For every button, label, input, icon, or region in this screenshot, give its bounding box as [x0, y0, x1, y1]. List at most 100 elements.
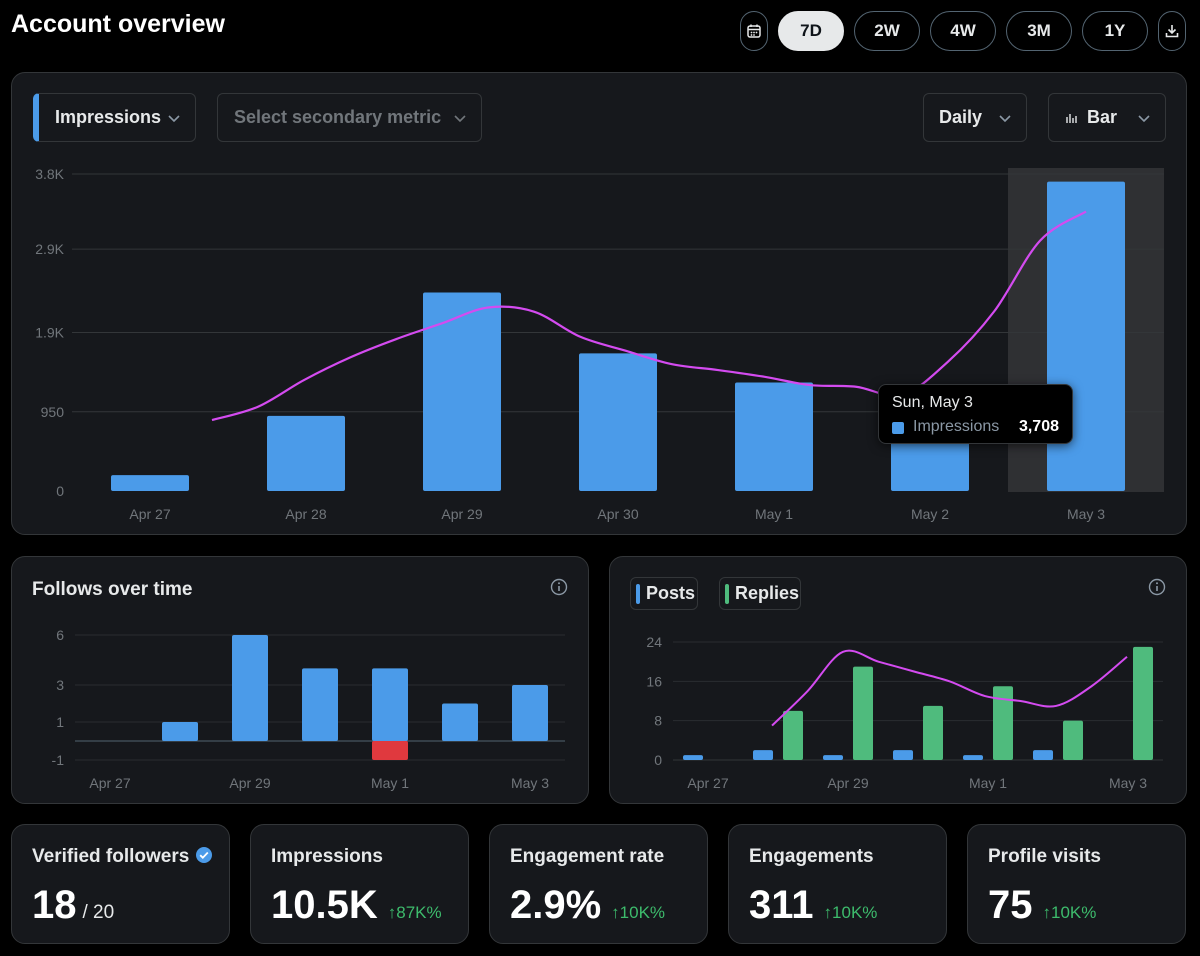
x-tick-label: Apr 29 — [229, 775, 270, 791]
x-tick-label: May 1 — [371, 775, 409, 791]
follows-card: Follows over time 6 3 1 -1 Apr 27 Apr 29 May 1… — [11, 556, 589, 804]
x-tick-label: Apr 28 — [285, 506, 326, 522]
x-tick-label: Apr 29 — [827, 775, 868, 791]
stat-value: 75 ↑10K% — [988, 883, 1096, 928]
y-tick-label: -1 — [52, 752, 65, 768]
x-tick-label: May 2 — [911, 506, 949, 522]
x-tick-label: Apr 29 — [441, 506, 482, 522]
stat-change: ↑10K% — [611, 903, 666, 922]
stat-value-number: 10.5K — [271, 883, 378, 927]
chart-tooltip: Sun, May 3 Impressions 3,708 — [878, 384, 1073, 444]
bar — [423, 292, 501, 491]
x-tick-label: Apr 27 — [89, 775, 130, 791]
bar — [162, 722, 198, 741]
legend-posts[interactable]: Posts — [630, 577, 698, 610]
stat-label: Engagement rate — [510, 846, 665, 867]
impressions-chart-card: Impressions Select secondary metric Dail… — [11, 72, 1187, 535]
primary-metric-dropdown[interactable]: Impressions — [33, 93, 196, 142]
posts-replies-chart: 0 8 16 24 Apr 27 Apr 29 May 1 May 3 — [646, 634, 1163, 791]
legend-posts-label: Posts — [646, 583, 696, 603]
stat-card-profile-visits[interactable]: Profile visits 75 ↑10K% — [967, 824, 1186, 944]
tooltip-swatch — [892, 422, 904, 434]
bar-negative — [372, 741, 408, 760]
x-tick-label: Apr 30 — [597, 506, 638, 522]
page-title: Account overview — [11, 10, 225, 38]
stat-change: ↑10K% — [1042, 903, 1097, 922]
info-icon[interactable] — [550, 578, 568, 596]
bar-chart-icon — [1066, 113, 1077, 123]
y-tick-label: 24 — [646, 634, 662, 650]
y-tick-label: 3 — [56, 677, 64, 693]
download-icon[interactable] — [1158, 11, 1186, 51]
range-2w-button[interactable]: 2W — [854, 11, 920, 51]
trend-line — [771, 649, 1128, 727]
stat-card-impressions[interactable]: Impressions 10.5K ↑87K% — [250, 824, 469, 944]
stat-value-number: 75 — [988, 883, 1033, 927]
stat-label: Verified followers — [32, 846, 213, 868]
legend-posts-swatch — [636, 583, 640, 604]
bar — [735, 382, 813, 491]
trend-line — [211, 210, 1087, 422]
x-tick-label: May 1 — [969, 775, 1007, 791]
bar — [1047, 181, 1125, 491]
y-tick-label: 0 — [654, 752, 662, 768]
y-tick-label: 0 — [56, 483, 64, 499]
y-tick-label: 3.8K — [35, 166, 64, 182]
range-7d-button[interactable]: 7D — [778, 11, 844, 51]
stat-value: 2.9% ↑10K% — [510, 883, 665, 928]
legend-replies[interactable]: Replies — [719, 577, 801, 610]
chevron-down-icon — [999, 114, 1011, 122]
chevron-down-icon — [1138, 114, 1150, 122]
chart-style-dropdown[interactable]: Bar — [1048, 93, 1166, 142]
stat-value: 18/ 20 — [32, 883, 114, 928]
posts-replies-card: Posts Replies 0 8 16 24 Apr 27 Apr 29 May 1 May… — [609, 556, 1187, 804]
stat-value-number: 311 — [749, 883, 814, 927]
granularity-dropdown[interactable]: Daily — [923, 93, 1027, 142]
bar — [267, 415, 345, 491]
x-tick-label: May 3 — [511, 775, 549, 791]
range-4w-button[interactable]: 4W — [930, 11, 996, 51]
tooltip-date: Sun, May 3 — [892, 394, 973, 411]
primary-metric-label: Impressions — [55, 107, 162, 127]
follows-title: Follows over time — [32, 579, 193, 600]
verified-badge-icon — [196, 847, 213, 863]
stat-card-engagements[interactable]: Engagements 311 ↑10K% — [728, 824, 947, 944]
range-1y-button[interactable]: 1Y — [1082, 11, 1148, 51]
bar-posts — [683, 755, 703, 760]
stat-change: ↑10K% — [823, 903, 878, 922]
info-icon[interactable] — [1148, 578, 1166, 596]
bar — [232, 635, 268, 741]
bar — [302, 668, 338, 741]
stat-card-verified-followers[interactable]: Verified followers 18/ 20 — [11, 824, 230, 944]
legend-replies-label: Replies — [735, 583, 800, 603]
stat-value-denominator: / 20 — [82, 902, 115, 923]
secondary-metric-label: Select secondary metric — [234, 107, 442, 127]
stat-card-engagement-rate[interactable]: Engagement rate 2.9% ↑10K% — [489, 824, 708, 944]
stat-label: Engagements — [749, 846, 874, 867]
tooltip-value: 3,708 — [1018, 418, 1059, 435]
bar-replies — [853, 666, 873, 760]
legend-replies-swatch — [725, 583, 729, 604]
stat-value: 10.5K ↑87K% — [271, 883, 442, 928]
y-tick-label: 6 — [56, 627, 64, 643]
bar — [579, 353, 657, 491]
range-3m-button[interactable]: 3M — [1006, 11, 1072, 51]
bar — [512, 685, 548, 741]
stat-label-text: Verified followers — [32, 846, 190, 867]
follows-chart: 6 3 1 -1 Apr 27 Apr 29 May 1 May 3 — [52, 627, 565, 791]
stat-value-number: 2.9% — [510, 883, 602, 927]
x-tick-label: May 3 — [1067, 506, 1105, 522]
chevron-down-icon — [454, 114, 466, 122]
bar-replies — [1133, 646, 1153, 760]
bar-posts — [963, 755, 983, 760]
secondary-metric-dropdown[interactable]: Select secondary metric — [217, 93, 482, 142]
chevron-down-icon — [168, 114, 180, 122]
granularity-label: Daily — [939, 107, 983, 127]
bar-replies — [783, 710, 803, 760]
stat-value-number: 18 — [32, 883, 77, 927]
bar-posts — [753, 750, 773, 760]
y-tick-label: 1 — [56, 714, 64, 730]
calendar-icon[interactable] — [740, 11, 768, 51]
stat-label: Profile visits — [988, 846, 1101, 867]
y-tick-label: 16 — [646, 673, 662, 689]
